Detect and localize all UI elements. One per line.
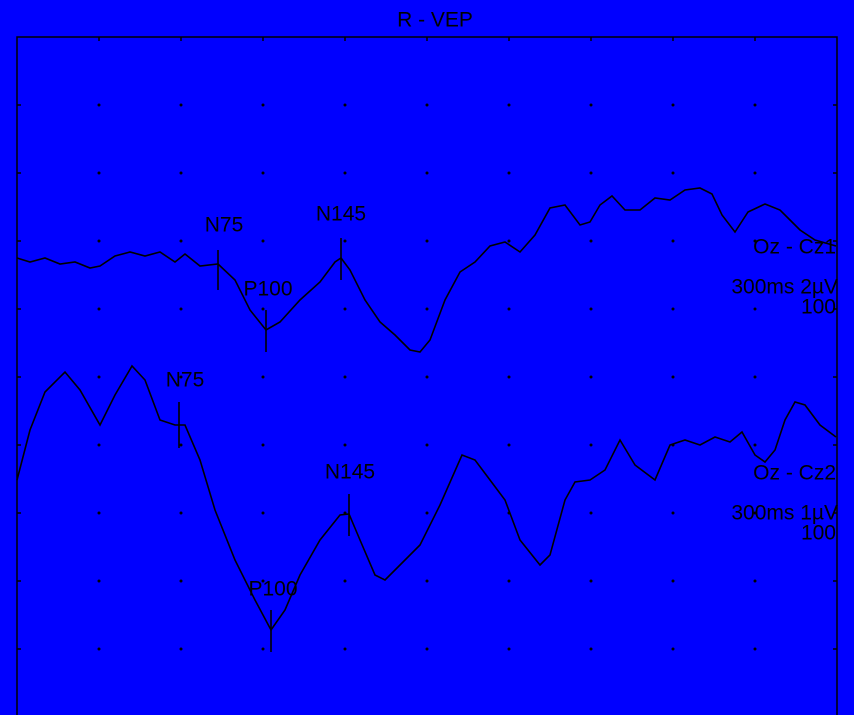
grid-dot bbox=[425, 307, 429, 311]
grid-dot bbox=[343, 103, 347, 107]
grid-dot bbox=[425, 103, 429, 107]
peak-label: N75 bbox=[166, 369, 205, 392]
grid-dot bbox=[753, 511, 757, 515]
settings-label: 300ms 1µV bbox=[731, 502, 838, 525]
grid-dot bbox=[589, 647, 593, 651]
grid-dot bbox=[261, 647, 265, 651]
peak-label: P100 bbox=[248, 578, 297, 601]
grid-dot bbox=[507, 103, 511, 107]
count-label: 100 bbox=[801, 296, 836, 319]
grid-dot bbox=[343, 443, 347, 447]
grid-dot bbox=[671, 511, 675, 515]
grid-dot bbox=[261, 511, 265, 515]
grid-dot bbox=[179, 171, 183, 175]
grid-dot bbox=[97, 647, 101, 651]
grid-dot bbox=[507, 307, 511, 311]
grid-dot bbox=[589, 375, 593, 379]
grid-dot bbox=[97, 307, 101, 311]
grid-dot bbox=[425, 443, 429, 447]
grid-dot bbox=[425, 239, 429, 243]
grid-dot bbox=[343, 171, 347, 175]
grid-dot bbox=[589, 579, 593, 583]
grid-dot bbox=[507, 375, 511, 379]
grid-dot bbox=[97, 171, 101, 175]
grid-dot bbox=[261, 443, 265, 447]
grid-dot bbox=[589, 511, 593, 515]
grid-dot bbox=[507, 579, 511, 583]
peak-label: N145 bbox=[325, 461, 375, 484]
grid-dot bbox=[343, 239, 347, 243]
peak-label: N145 bbox=[316, 203, 366, 226]
grid-dot bbox=[97, 375, 101, 379]
grid-dot bbox=[753, 307, 757, 311]
grid-dot bbox=[179, 103, 183, 107]
grid-dot bbox=[671, 103, 675, 107]
grid-dot bbox=[671, 239, 675, 243]
grid-dot bbox=[261, 171, 265, 175]
grid-dot bbox=[671, 647, 675, 651]
grid-dot bbox=[589, 307, 593, 311]
grid-dot bbox=[671, 171, 675, 175]
grid-dot bbox=[97, 443, 101, 447]
title: R - VEP bbox=[397, 9, 473, 32]
grid-dot bbox=[753, 375, 757, 379]
settings-label: 300ms 2µV bbox=[731, 276, 838, 299]
grid-dot bbox=[425, 579, 429, 583]
peak-label: N75 bbox=[205, 214, 244, 237]
grid-dot bbox=[753, 239, 757, 243]
grid-dot bbox=[425, 647, 429, 651]
grid-dot bbox=[97, 239, 101, 243]
grid-dot bbox=[589, 171, 593, 175]
grid-dot bbox=[507, 239, 511, 243]
montage-label: Oz - Cz2 bbox=[753, 462, 836, 485]
grid-dot bbox=[261, 103, 265, 107]
grid-dot bbox=[671, 579, 675, 583]
grid-dot bbox=[179, 307, 183, 311]
grid-dot bbox=[179, 511, 183, 515]
grid-dot bbox=[179, 375, 183, 379]
waveform-1 bbox=[16, 187, 837, 353]
count-label: 100 bbox=[801, 522, 836, 545]
grid-dot bbox=[97, 103, 101, 107]
grid-dot bbox=[589, 103, 593, 107]
grid-dot bbox=[179, 579, 183, 583]
grid-dot bbox=[425, 511, 429, 515]
grid-dot bbox=[753, 103, 757, 107]
grid-dot bbox=[507, 443, 511, 447]
grid-dot bbox=[261, 579, 265, 583]
grid-dot bbox=[261, 375, 265, 379]
grid-dot bbox=[343, 307, 347, 311]
grid-dot bbox=[589, 239, 593, 243]
grid-dot bbox=[97, 511, 101, 515]
peak-label: P100 bbox=[243, 278, 292, 301]
grid-dot bbox=[179, 443, 183, 447]
grid-dot bbox=[507, 171, 511, 175]
grid-dot bbox=[753, 443, 757, 447]
grid-dot bbox=[425, 375, 429, 379]
grid-dot bbox=[425, 171, 429, 175]
grid-dot bbox=[179, 647, 183, 651]
grid-dot bbox=[97, 579, 101, 583]
grid-dot bbox=[753, 647, 757, 651]
grid-dot bbox=[671, 307, 675, 311]
grid-dot bbox=[261, 307, 265, 311]
grid-dot bbox=[507, 647, 511, 651]
grid-dot bbox=[343, 579, 347, 583]
grid-dot bbox=[261, 239, 265, 243]
grid-dot bbox=[179, 239, 183, 243]
montage-label: Oz - Cz1 bbox=[753, 236, 836, 259]
grid-dot bbox=[343, 375, 347, 379]
grid-dot bbox=[753, 171, 757, 175]
grid-dot bbox=[589, 443, 593, 447]
grid-dots bbox=[17, 37, 837, 651]
grid-dot bbox=[343, 647, 347, 651]
grid-dot bbox=[753, 579, 757, 583]
grid-dot bbox=[671, 375, 675, 379]
waveform-2 bbox=[16, 364, 837, 632]
